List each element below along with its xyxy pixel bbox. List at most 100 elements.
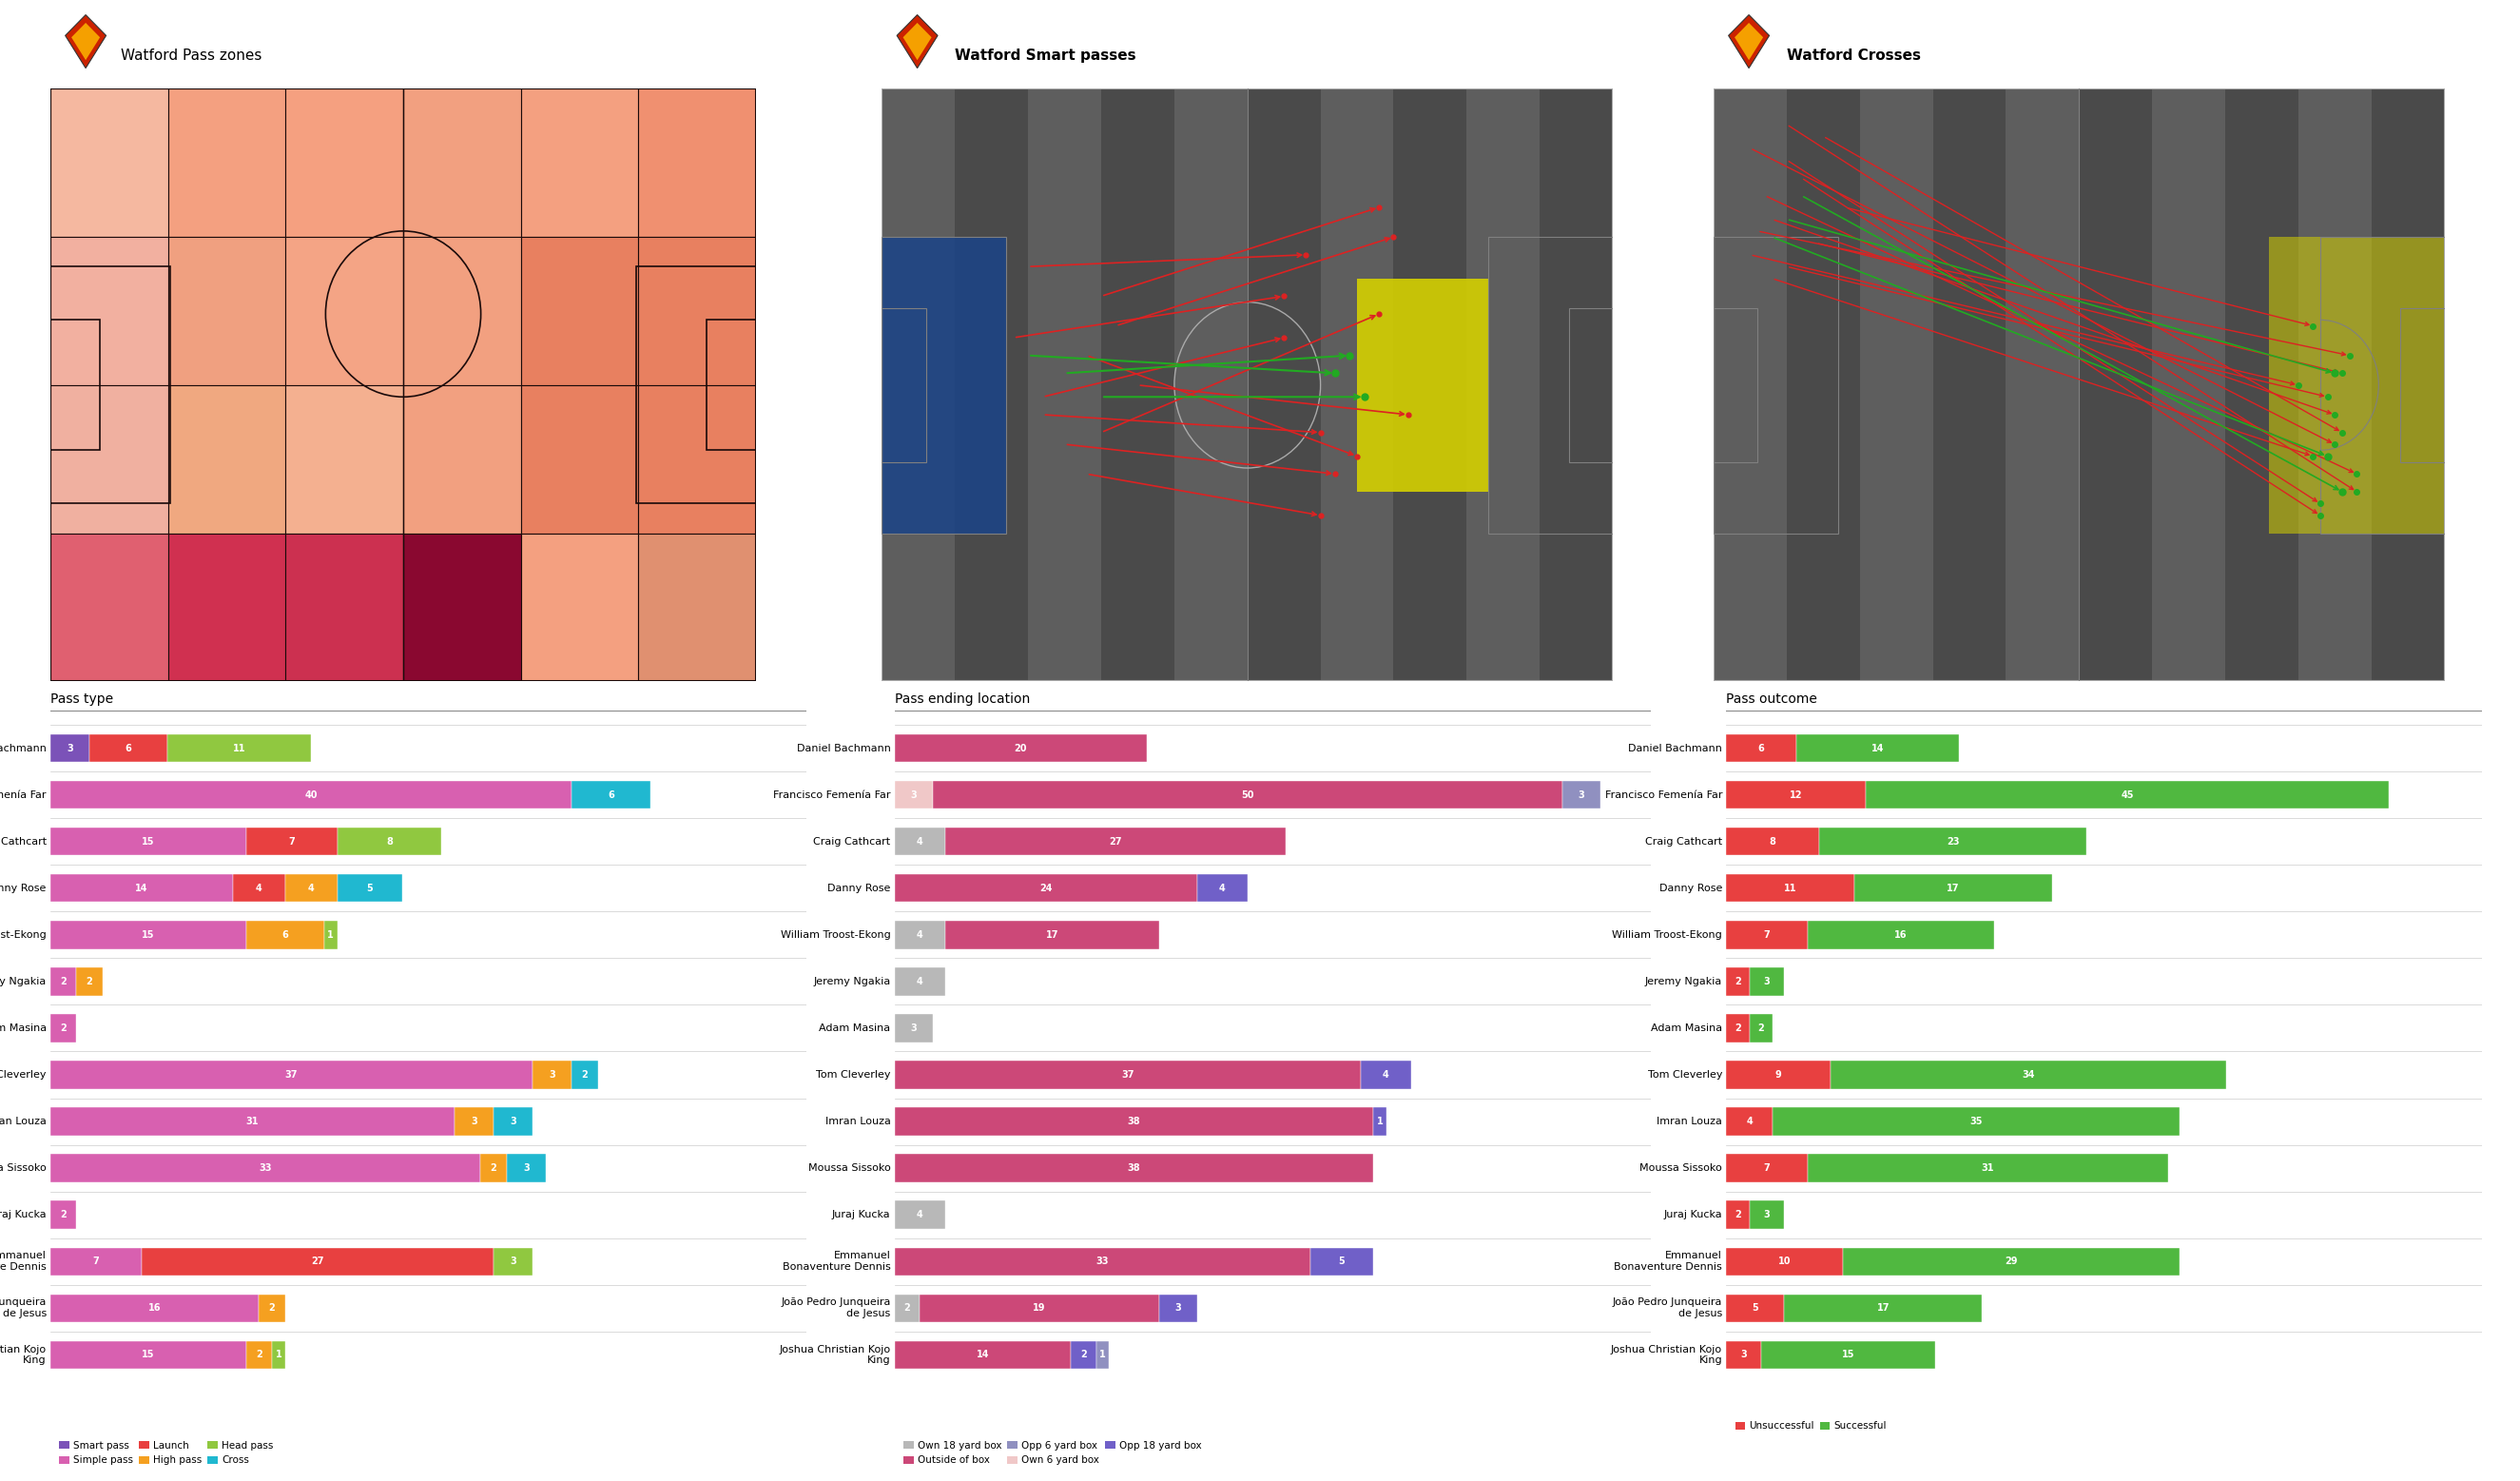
- Bar: [50, 89, 169, 237]
- Bar: [1540, 89, 1613, 681]
- Bar: [2079, 89, 2152, 681]
- Bar: [945, 828, 1285, 856]
- Text: 5: 5: [1751, 1303, 1759, 1312]
- Text: 3: 3: [549, 1071, 554, 1080]
- Text: 8: 8: [386, 837, 393, 846]
- Bar: [1489, 237, 1613, 533]
- Bar: [895, 967, 945, 995]
- Text: 33: 33: [1096, 1257, 1109, 1266]
- Bar: [1726, 1108, 1772, 1136]
- Text: 14: 14: [136, 884, 149, 893]
- Bar: [895, 874, 1197, 902]
- Bar: [895, 780, 932, 809]
- Bar: [895, 921, 945, 949]
- Text: 6: 6: [1759, 743, 1764, 752]
- Text: 4: 4: [1383, 1071, 1389, 1080]
- Bar: [638, 89, 756, 237]
- Text: 17: 17: [1945, 884, 1961, 893]
- Bar: [1787, 89, 1860, 681]
- Bar: [1197, 874, 1247, 902]
- Text: 14: 14: [1870, 743, 1885, 752]
- Text: 4: 4: [1746, 1117, 1754, 1126]
- Text: 3: 3: [66, 743, 73, 752]
- Text: 2: 2: [86, 977, 93, 986]
- Text: 50: 50: [1240, 791, 1255, 800]
- Bar: [1784, 1294, 1983, 1323]
- Bar: [1726, 828, 1819, 856]
- Bar: [50, 967, 76, 995]
- Bar: [1361, 1060, 1411, 1089]
- Polygon shape: [71, 22, 101, 61]
- Bar: [494, 1247, 532, 1275]
- Bar: [50, 1247, 141, 1275]
- Bar: [1726, 780, 1865, 809]
- Text: Watford Crosses: Watford Crosses: [1787, 49, 1920, 62]
- Text: 29: 29: [2006, 1257, 2019, 1266]
- Text: 4: 4: [917, 837, 922, 846]
- Bar: [76, 967, 103, 995]
- Bar: [507, 1154, 547, 1182]
- Text: 2: 2: [255, 1351, 262, 1360]
- Bar: [2321, 237, 2444, 533]
- Bar: [895, 1014, 932, 1043]
- Text: 4: 4: [307, 884, 315, 893]
- Text: 7: 7: [1764, 1164, 1769, 1173]
- Bar: [2152, 89, 2225, 681]
- Bar: [1749, 1201, 1784, 1229]
- Text: 10: 10: [1779, 1257, 1792, 1266]
- Text: 4: 4: [255, 884, 262, 893]
- Bar: [1071, 1340, 1096, 1368]
- Text: 33: 33: [260, 1164, 272, 1173]
- Text: 2: 2: [1759, 1023, 1764, 1032]
- Text: 2: 2: [1734, 1210, 1741, 1219]
- Bar: [50, 237, 169, 385]
- Bar: [1726, 1154, 1807, 1182]
- Bar: [50, 1154, 481, 1182]
- Text: 7: 7: [1764, 930, 1769, 939]
- Text: 35: 35: [1971, 1117, 1983, 1126]
- Bar: [1761, 1340, 1935, 1368]
- Polygon shape: [66, 15, 106, 68]
- Bar: [895, 1294, 920, 1323]
- Bar: [882, 237, 1005, 533]
- Bar: [1570, 308, 1613, 462]
- Text: 27: 27: [310, 1257, 325, 1266]
- Bar: [1772, 1108, 2180, 1136]
- Text: 2: 2: [1734, 977, 1741, 986]
- Text: 2: 2: [60, 1023, 66, 1032]
- Bar: [1726, 1060, 1832, 1089]
- Bar: [481, 1154, 507, 1182]
- Text: 15: 15: [141, 837, 154, 846]
- Bar: [1749, 967, 1784, 995]
- Bar: [232, 874, 285, 902]
- Bar: [325, 921, 338, 949]
- Bar: [50, 735, 91, 763]
- Bar: [2298, 89, 2371, 681]
- Bar: [882, 237, 1005, 533]
- Text: 2: 2: [905, 1303, 910, 1312]
- Text: 3: 3: [1764, 977, 1769, 986]
- Bar: [2006, 89, 2079, 681]
- Bar: [169, 237, 285, 385]
- Text: 3: 3: [1764, 1210, 1769, 1219]
- Bar: [1749, 1014, 1772, 1043]
- Bar: [50, 533, 169, 681]
- Bar: [920, 1294, 1159, 1323]
- Text: 17: 17: [1877, 1303, 1890, 1312]
- Bar: [1394, 89, 1467, 681]
- Bar: [403, 385, 522, 533]
- Bar: [1819, 828, 2087, 856]
- Text: 15: 15: [1842, 1351, 1855, 1360]
- Text: 3: 3: [471, 1117, 476, 1126]
- Text: 40: 40: [305, 791, 318, 800]
- Text: 31: 31: [1981, 1164, 1993, 1173]
- Bar: [1860, 89, 1933, 681]
- Bar: [1373, 1108, 1386, 1136]
- Text: Pass type: Pass type: [50, 693, 113, 706]
- Text: 15: 15: [141, 1351, 154, 1360]
- Bar: [285, 89, 403, 237]
- Bar: [522, 89, 638, 237]
- Bar: [895, 1201, 945, 1229]
- Text: 1: 1: [275, 1351, 282, 1360]
- Bar: [285, 385, 403, 533]
